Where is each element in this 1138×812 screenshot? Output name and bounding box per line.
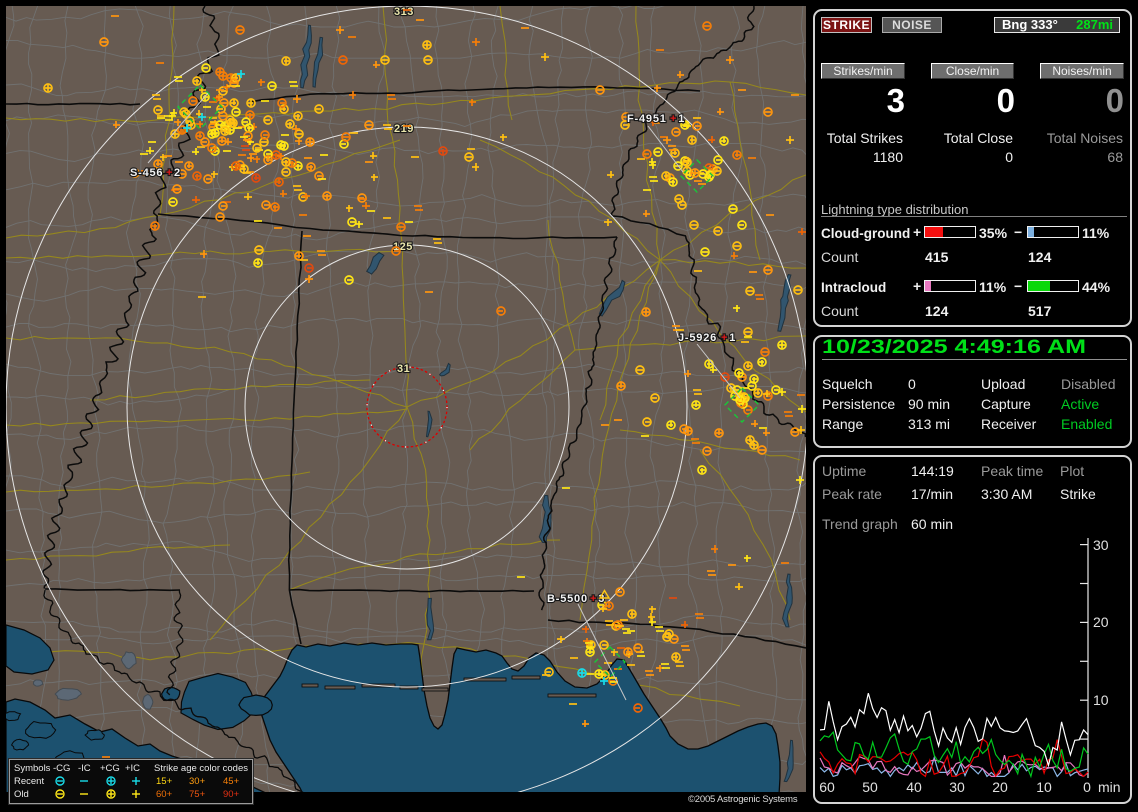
svg-text:1: 1 bbox=[678, 113, 685, 125]
svg-text:60: 60 bbox=[819, 779, 835, 795]
svg-text:30: 30 bbox=[1093, 537, 1109, 553]
svg-text:F-4951: F-4951 bbox=[627, 113, 667, 125]
svg-text:10: 10 bbox=[1036, 779, 1052, 795]
svg-text:31: 31 bbox=[397, 363, 410, 375]
svg-text:0: 0 bbox=[1083, 779, 1091, 795]
svg-text:min: min bbox=[1098, 779, 1121, 795]
svg-text:10: 10 bbox=[1093, 692, 1109, 708]
svg-text:50: 50 bbox=[862, 779, 878, 795]
svg-text:+: + bbox=[166, 167, 172, 179]
svg-text:S-456: S-456 bbox=[130, 167, 163, 179]
svg-text:219: 219 bbox=[394, 123, 414, 135]
svg-text:20: 20 bbox=[1093, 614, 1109, 630]
svg-text:+: + bbox=[670, 113, 676, 125]
svg-text:B-5500: B-5500 bbox=[547, 593, 588, 605]
svg-text:J-5926: J-5926 bbox=[678, 332, 717, 344]
svg-text:1: 1 bbox=[729, 332, 736, 344]
svg-text:313: 313 bbox=[394, 6, 414, 18]
svg-text:+: + bbox=[590, 593, 596, 605]
svg-text:40: 40 bbox=[906, 779, 922, 795]
svg-text:20: 20 bbox=[992, 779, 1008, 795]
svg-text:+: + bbox=[721, 332, 727, 344]
svg-text:30: 30 bbox=[949, 779, 965, 795]
svg-text:3: 3 bbox=[598, 593, 605, 605]
svg-text:2: 2 bbox=[174, 167, 181, 179]
